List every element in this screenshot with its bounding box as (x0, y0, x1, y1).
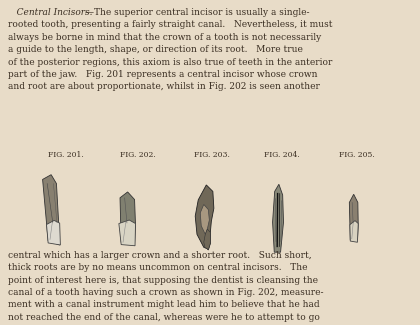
Text: central which has a larger crown and a shorter root.   Such short,: central which has a larger crown and a s… (8, 251, 312, 260)
Text: canal of a tooth having such a crown as shown in Fig. 202, measure-: canal of a tooth having such a crown as … (8, 288, 324, 297)
Text: of the posterior regions, this axiom is also true of teeth in the anterior: of the posterior regions, this axiom is … (8, 58, 333, 67)
Text: a guide to the length, shape, or direction of its root.   More true: a guide to the length, shape, or directi… (8, 45, 303, 54)
Polygon shape (42, 175, 60, 245)
Text: and root are about proportionate, whilst in Fig. 202 is seen another: and root are about proportionate, whilst… (8, 82, 320, 91)
Text: not reached the end of the canal, whereas were he to attempt to go: not reached the end of the canal, wherea… (8, 313, 320, 322)
Polygon shape (273, 184, 284, 252)
Text: ment with a canal instrument might lead him to believe that he had: ment with a canal instrument might lead … (8, 300, 320, 309)
Polygon shape (120, 192, 136, 243)
Polygon shape (119, 220, 136, 246)
Polygon shape (349, 194, 358, 240)
Text: —The superior central incisor is usually a single-: —The superior central incisor is usually… (85, 8, 310, 17)
Text: always be borne in mind that the crown of a tooth is not necessarily: always be borne in mind that the crown o… (8, 33, 322, 42)
Text: FIG. 201.: FIG. 201. (48, 151, 84, 159)
Text: FIG. 203.: FIG. 203. (194, 151, 230, 159)
Polygon shape (47, 220, 60, 245)
Text: FIG. 205.: FIG. 205. (339, 151, 375, 159)
Text: Central Incisors.: Central Incisors. (8, 8, 93, 17)
Text: part of the jaw.   Fig. 201 represents a central incisor whose crown: part of the jaw. Fig. 201 represents a c… (8, 70, 318, 79)
Polygon shape (350, 221, 358, 242)
Text: rooted tooth, presenting a fairly straight canal.   Nevertheless, it must: rooted tooth, presenting a fairly straig… (8, 20, 333, 30)
Text: thick roots are by no means uncommon on central incisors.   The: thick roots are by no means uncommon on … (8, 263, 308, 272)
Text: FIG. 202.: FIG. 202. (120, 151, 155, 159)
Polygon shape (195, 185, 214, 250)
Polygon shape (204, 229, 210, 250)
Polygon shape (200, 204, 209, 234)
Text: FIG. 204.: FIG. 204. (264, 151, 299, 159)
Text: point of interest here is, that supposing the dentist is cleansing the: point of interest here is, that supposin… (8, 276, 318, 285)
